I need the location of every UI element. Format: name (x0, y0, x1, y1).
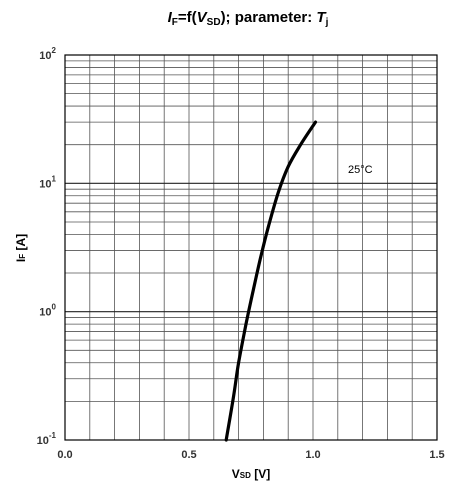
y-tick-label: 102 (39, 46, 56, 62)
series-label-25c: 25°C (348, 164, 373, 176)
plot-frame (64, 54, 438, 441)
grid (65, 55, 437, 440)
series-group (224, 120, 318, 442)
series-line-25c (224, 120, 318, 442)
y-tick-labels: 10-1 100 101 102 (37, 46, 57, 447)
x-axis-label: VSD [V] (232, 467, 270, 481)
x-tick-label: 0.5 (181, 449, 196, 461)
chart-title: IF=f(VSD); parameter: Tj (168, 9, 329, 28)
x-tick-label: 0.0 (57, 449, 72, 461)
y-tick-label: 101 (39, 174, 56, 190)
y-axis-label: IF [A] (14, 234, 28, 262)
y-tick-label: 10-1 (37, 431, 57, 447)
y-tick-label: 100 (39, 303, 56, 319)
x-tick-labels: 0.0 0.5 1.0 1.5 (57, 449, 444, 461)
x-tick-label: 1.5 (429, 449, 444, 461)
x-tick-label: 1.0 (305, 449, 320, 461)
